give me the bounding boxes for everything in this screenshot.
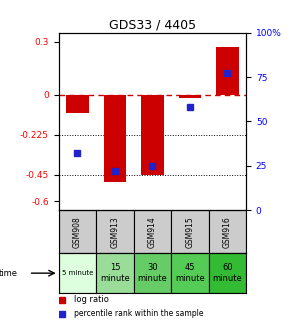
- Text: 30
minute: 30 minute: [137, 264, 167, 283]
- Text: time: time: [0, 269, 18, 278]
- Bar: [104, 95, 126, 182]
- Text: GSM913: GSM913: [110, 216, 119, 248]
- Text: GSM914: GSM914: [148, 216, 157, 248]
- Bar: [171, 253, 209, 293]
- Title: GDS33 / 4405: GDS33 / 4405: [109, 19, 196, 31]
- Text: percentile rank within the sample: percentile rank within the sample: [74, 309, 203, 318]
- Text: 5 minute: 5 minute: [62, 270, 93, 276]
- Bar: [96, 210, 134, 253]
- Bar: [96, 253, 134, 293]
- Bar: [209, 253, 246, 293]
- Bar: [66, 95, 88, 112]
- Bar: [134, 253, 171, 293]
- Bar: [209, 210, 246, 253]
- Text: GSM908: GSM908: [73, 216, 82, 248]
- Bar: [216, 47, 239, 95]
- Text: 15
minute: 15 minute: [100, 264, 130, 283]
- Bar: [171, 210, 209, 253]
- Bar: [134, 210, 171, 253]
- Bar: [141, 95, 163, 175]
- Text: 45
minute: 45 minute: [175, 264, 205, 283]
- Text: GSM915: GSM915: [185, 216, 194, 248]
- Bar: [179, 95, 201, 98]
- Text: log ratio: log ratio: [74, 295, 108, 304]
- Text: 60
minute: 60 minute: [212, 264, 242, 283]
- Bar: [59, 253, 96, 293]
- Bar: [59, 210, 96, 253]
- Text: GSM916: GSM916: [223, 216, 232, 248]
